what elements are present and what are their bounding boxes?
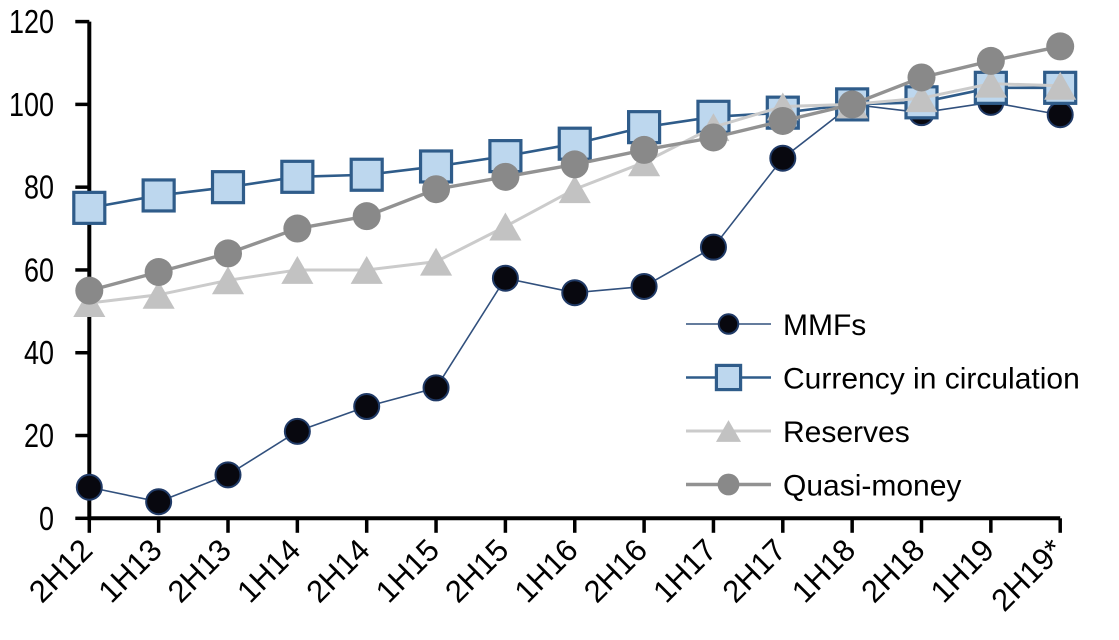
series-mmfs-marker [145,488,173,516]
series-quasi-money [75,32,1075,305]
series-reserves-marker [1044,71,1077,100]
legend-label: MMFs [783,309,866,342]
series-quasi-money-marker [352,202,381,231]
legend-swatch-triangle-icon [715,420,742,442]
legend-item-currency-in-circulation: Currency in circulation [686,363,1080,396]
series-mmfs-marker [422,374,450,402]
legend-item-reserves: Reserves [686,416,910,449]
series-quasi-money-marker [422,175,451,204]
y-tick-label: 0 [39,500,54,537]
x-tick-label: 1H17 [646,532,723,609]
x-tick-label: 1H15 [369,532,446,609]
y-tick-label: 80 [24,169,54,206]
legend-label: Currency in circulation [783,363,1080,396]
series-quasi-money-marker [75,276,104,305]
legend-swatch-circle-icon [717,313,740,335]
series-reserves-marker [905,84,938,113]
y-tick-label: 60 [24,251,54,288]
series-quasi-money-marker [491,162,520,191]
series-quasi-money-marker [630,135,659,164]
x-tick-label: 2H19* [984,532,1070,618]
legend: MMFs Currency in circulation Reserves Quasi… [686,309,1080,503]
legend-item-quasi-money: Quasi-money [686,470,961,503]
x-tick-label: 2H15 [438,532,515,609]
x-tick-label: 2H12 [22,532,99,609]
series-quasi-money-marker [144,258,173,287]
series-currency-in-circulation-marker [349,157,384,192]
x-tick-label: 2H17 [716,532,793,609]
series-mmfs-marker [630,273,658,301]
series-quasi-money-marker [214,239,242,268]
series-mmfs-marker [75,473,103,501]
y-tick-label: 100 [9,86,54,123]
series-quasi-money-marker [560,150,589,179]
series-quasi-money-marker [976,46,1005,75]
series-currency-in-circulation-marker [141,178,176,213]
series-mmfs-marker [769,144,797,172]
x-tick-label: 2H18 [854,532,931,609]
series-quasi-money-marker [1046,32,1075,61]
x-tick-label: 1H13 [91,532,168,609]
series-quasi-money-marker [907,63,936,92]
x-tick-label: 1H16 [508,532,585,609]
series-reserves-marker [281,256,314,284]
series-reserves-marker [489,212,522,241]
x-tick-label: 2H14 [299,532,376,609]
series-reserves-marker [350,256,383,284]
legend-label: Reserves [783,416,910,449]
legend-label: Quasi-money [783,470,961,503]
series-quasi-money-marker [838,90,867,119]
series-mmfs-marker [561,279,589,307]
series-mmfs-marker [1046,101,1074,129]
legend-swatch-circle-icon [717,473,740,496]
series-reserves-marker [142,280,175,309]
series-reserves-marker [558,175,591,204]
series-currency-in-circulation-marker [210,170,246,205]
series-reserves-marker [974,69,1007,98]
legend-swatch-square-icon [714,363,743,392]
series-quasi-money-marker [283,214,312,243]
x-tick-label: 2H16 [577,532,654,609]
series-quasi-money-marker [699,123,728,152]
x-tick-label: 1H14 [230,532,307,609]
series-currency-in-circulation-marker [418,149,454,184]
series-currency-in-circulation-marker [280,159,315,194]
x-tick-label: 2H13 [161,532,238,609]
series-mmfs-marker [353,393,381,421]
series-mmfs-marker [491,264,519,292]
series-mmfs-marker [214,461,242,489]
series-mmfs-marker [283,417,311,445]
legend-item-mmfs: MMFs [686,309,866,342]
y-tick-label: 120 [9,3,54,40]
series-currency-in-circulation-marker [72,190,107,225]
series-reserves-marker [420,247,453,276]
x-tick-label: 1H18 [785,532,862,609]
series-reserves-marker [211,266,245,295]
series-quasi-money-marker [768,106,797,135]
y-tick-label: 40 [24,334,54,371]
series-mmfs-marker [699,233,727,261]
y-tick-label: 20 [24,417,54,454]
